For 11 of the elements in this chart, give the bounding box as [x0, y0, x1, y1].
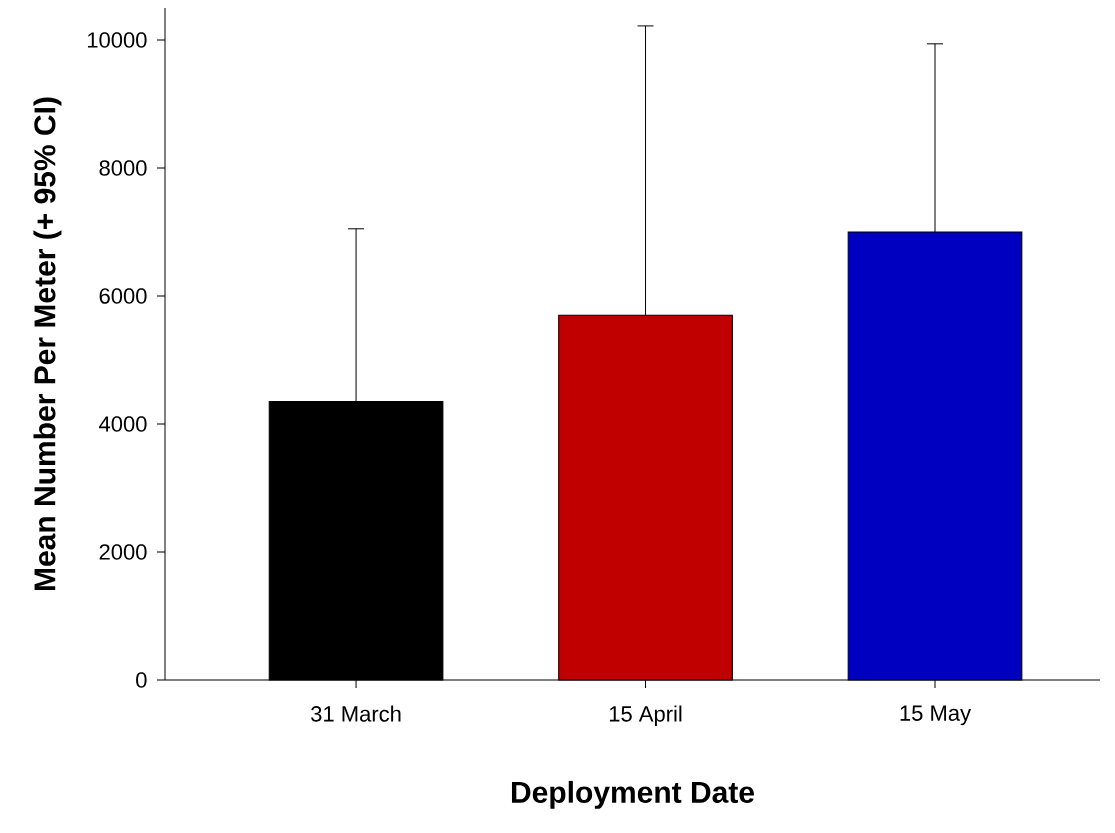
y-tick-label: 8000	[99, 160, 147, 176]
y-tick-label: 6000	[99, 288, 147, 304]
x-axis-title: Deployment Date	[511, 780, 754, 809]
y-tick-label: 2000	[99, 544, 147, 560]
y-tick-label: 4000	[99, 416, 147, 432]
y-tick-label: 10000	[87, 32, 147, 48]
y-axis-title: Mean Number Per Meter (+ 95% CI)	[33, 97, 62, 590]
x-tick-label: 15 April	[609, 705, 682, 727]
y-tick-label: 0	[136, 672, 147, 688]
x-tick-label: 15 May	[900, 705, 972, 726]
x-tick-label: 31 March	[311, 705, 401, 722]
